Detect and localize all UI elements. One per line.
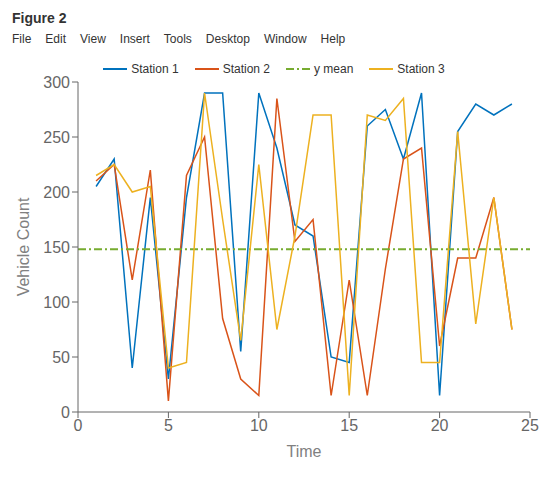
html-text:Figure 2: Figure 2 bbox=[12, 10, 67, 26]
svg-text:25: 25 bbox=[521, 417, 539, 434]
svg-text:20: 20 bbox=[431, 417, 449, 434]
svg-text:0: 0 bbox=[74, 417, 83, 434]
html-text:File: File bbox=[12, 32, 32, 46]
svg-text:250: 250 bbox=[43, 129, 70, 146]
svg-text:Vehicle Count: Vehicle Count bbox=[15, 197, 32, 296]
html-text:Insert: Insert bbox=[119, 32, 150, 46]
svg-text:300: 300 bbox=[43, 74, 70, 91]
html-text:View: View bbox=[80, 32, 106, 46]
html-text:Desktop: Desktop bbox=[205, 32, 250, 46]
svg-text:0: 0 bbox=[61, 404, 70, 421]
html-text:Station 1: Station 1 bbox=[131, 62, 179, 76]
svg-text:5: 5 bbox=[164, 417, 173, 434]
svg-text:200: 200 bbox=[43, 184, 70, 201]
svg-text:150: 150 bbox=[43, 239, 70, 256]
svg-text:15: 15 bbox=[340, 417, 358, 434]
svg-text:Time: Time bbox=[287, 443, 322, 460]
html-text:Edit: Edit bbox=[45, 32, 66, 46]
svg-text:50: 50 bbox=[52, 349, 70, 366]
svg-text:100: 100 bbox=[43, 294, 70, 311]
html-text:Window: Window bbox=[263, 32, 307, 46]
svg-text:10: 10 bbox=[250, 417, 268, 434]
html-text:y mean: y mean bbox=[314, 62, 354, 76]
html-text:Help: Help bbox=[320, 32, 346, 46]
html-text:Tools: Tools bbox=[163, 32, 192, 46]
html-text:Station 2: Station 2 bbox=[222, 62, 270, 76]
html-text:Station 3: Station 3 bbox=[397, 62, 445, 76]
